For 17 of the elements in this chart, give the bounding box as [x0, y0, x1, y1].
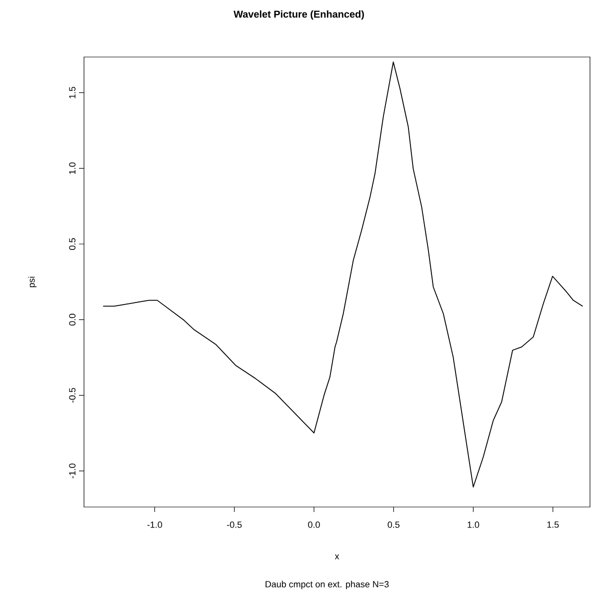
x-tick-label: 1.5 — [547, 522, 559, 528]
x-axis-title: x — [334, 554, 340, 560]
x-tick-label: 0.0 — [308, 522, 320, 528]
y-tick-label: 0.0 — [69, 314, 76, 326]
chart-title: Wavelet Picture (Enhanced) — [234, 10, 364, 20]
y-tick-label: -1.0 — [69, 464, 76, 478]
y-tick-label: 1.5 — [69, 86, 76, 98]
x-tick-label: -1.0 — [147, 522, 162, 528]
x-tick-label: -0.5 — [227, 522, 242, 528]
x-tick-label: 0.5 — [388, 522, 400, 528]
line-series — [102, 62, 584, 488]
text: Daub cmpct on ext. phase N=3 — [266, 580, 389, 590]
y-axis-title: psi — [28, 276, 36, 288]
y-tick-label: 1.0 — [69, 162, 76, 174]
y-tick-label: 0.5 — [69, 238, 76, 250]
y-tick-label: -0.5 — [69, 388, 76, 403]
x-tick-label: 1.0 — [468, 522, 480, 528]
